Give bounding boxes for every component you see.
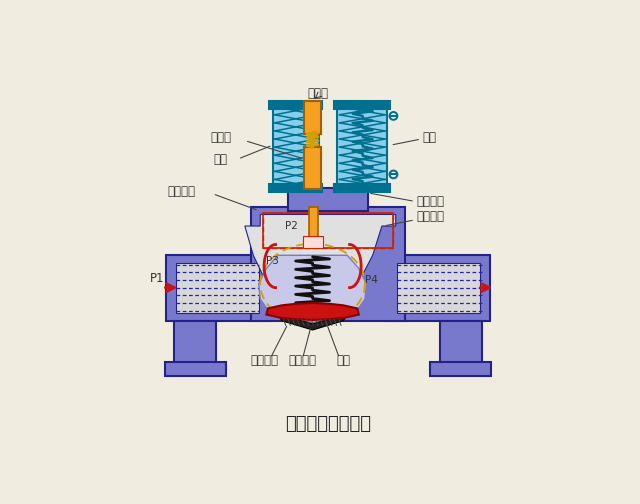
Polygon shape — [278, 314, 348, 330]
Bar — [303, 236, 323, 247]
Text: 线圈: 线圈 — [214, 153, 228, 165]
Circle shape — [390, 170, 397, 178]
Text: 主阀阀座: 主阀阀座 — [250, 354, 278, 367]
Bar — [334, 183, 390, 192]
Bar — [304, 100, 321, 134]
Text: 主阀阀芯: 主阀阀芯 — [289, 354, 317, 367]
Text: 泄压孔道: 泄压孔道 — [417, 210, 445, 223]
Text: 定铁心: 定铁心 — [307, 87, 328, 100]
Text: P2: P2 — [285, 221, 298, 231]
Text: P4: P4 — [365, 275, 378, 285]
Text: P3: P3 — [266, 256, 279, 266]
Bar — [262, 213, 394, 247]
Text: 动铁心: 动铁心 — [211, 131, 232, 144]
Bar — [262, 213, 394, 247]
Polygon shape — [266, 303, 359, 320]
Bar — [334, 100, 390, 109]
Bar — [304, 147, 321, 189]
Circle shape — [390, 112, 397, 120]
Bar — [440, 321, 482, 367]
Bar — [269, 183, 322, 192]
Polygon shape — [245, 215, 396, 316]
Bar — [337, 105, 387, 187]
Bar — [251, 207, 405, 321]
Bar — [397, 263, 481, 313]
Bar — [174, 321, 216, 367]
Bar — [175, 263, 259, 313]
Text: 平衡孔道: 平衡孔道 — [168, 185, 196, 198]
Bar — [164, 362, 227, 376]
Bar — [269, 100, 322, 109]
Bar — [308, 207, 318, 239]
Text: 膜片: 膜片 — [337, 354, 351, 367]
Bar — [166, 256, 269, 321]
Text: 导阀阀座: 导阀阀座 — [417, 195, 445, 208]
Text: P1: P1 — [150, 272, 164, 285]
Polygon shape — [259, 256, 367, 322]
Bar — [288, 187, 368, 211]
Text: 管道联系式电磁阀: 管道联系式电磁阀 — [285, 415, 371, 433]
Bar — [273, 105, 319, 187]
Bar — [429, 362, 492, 376]
Bar — [387, 256, 490, 321]
Text: 弹簧: 弹簧 — [422, 131, 436, 144]
